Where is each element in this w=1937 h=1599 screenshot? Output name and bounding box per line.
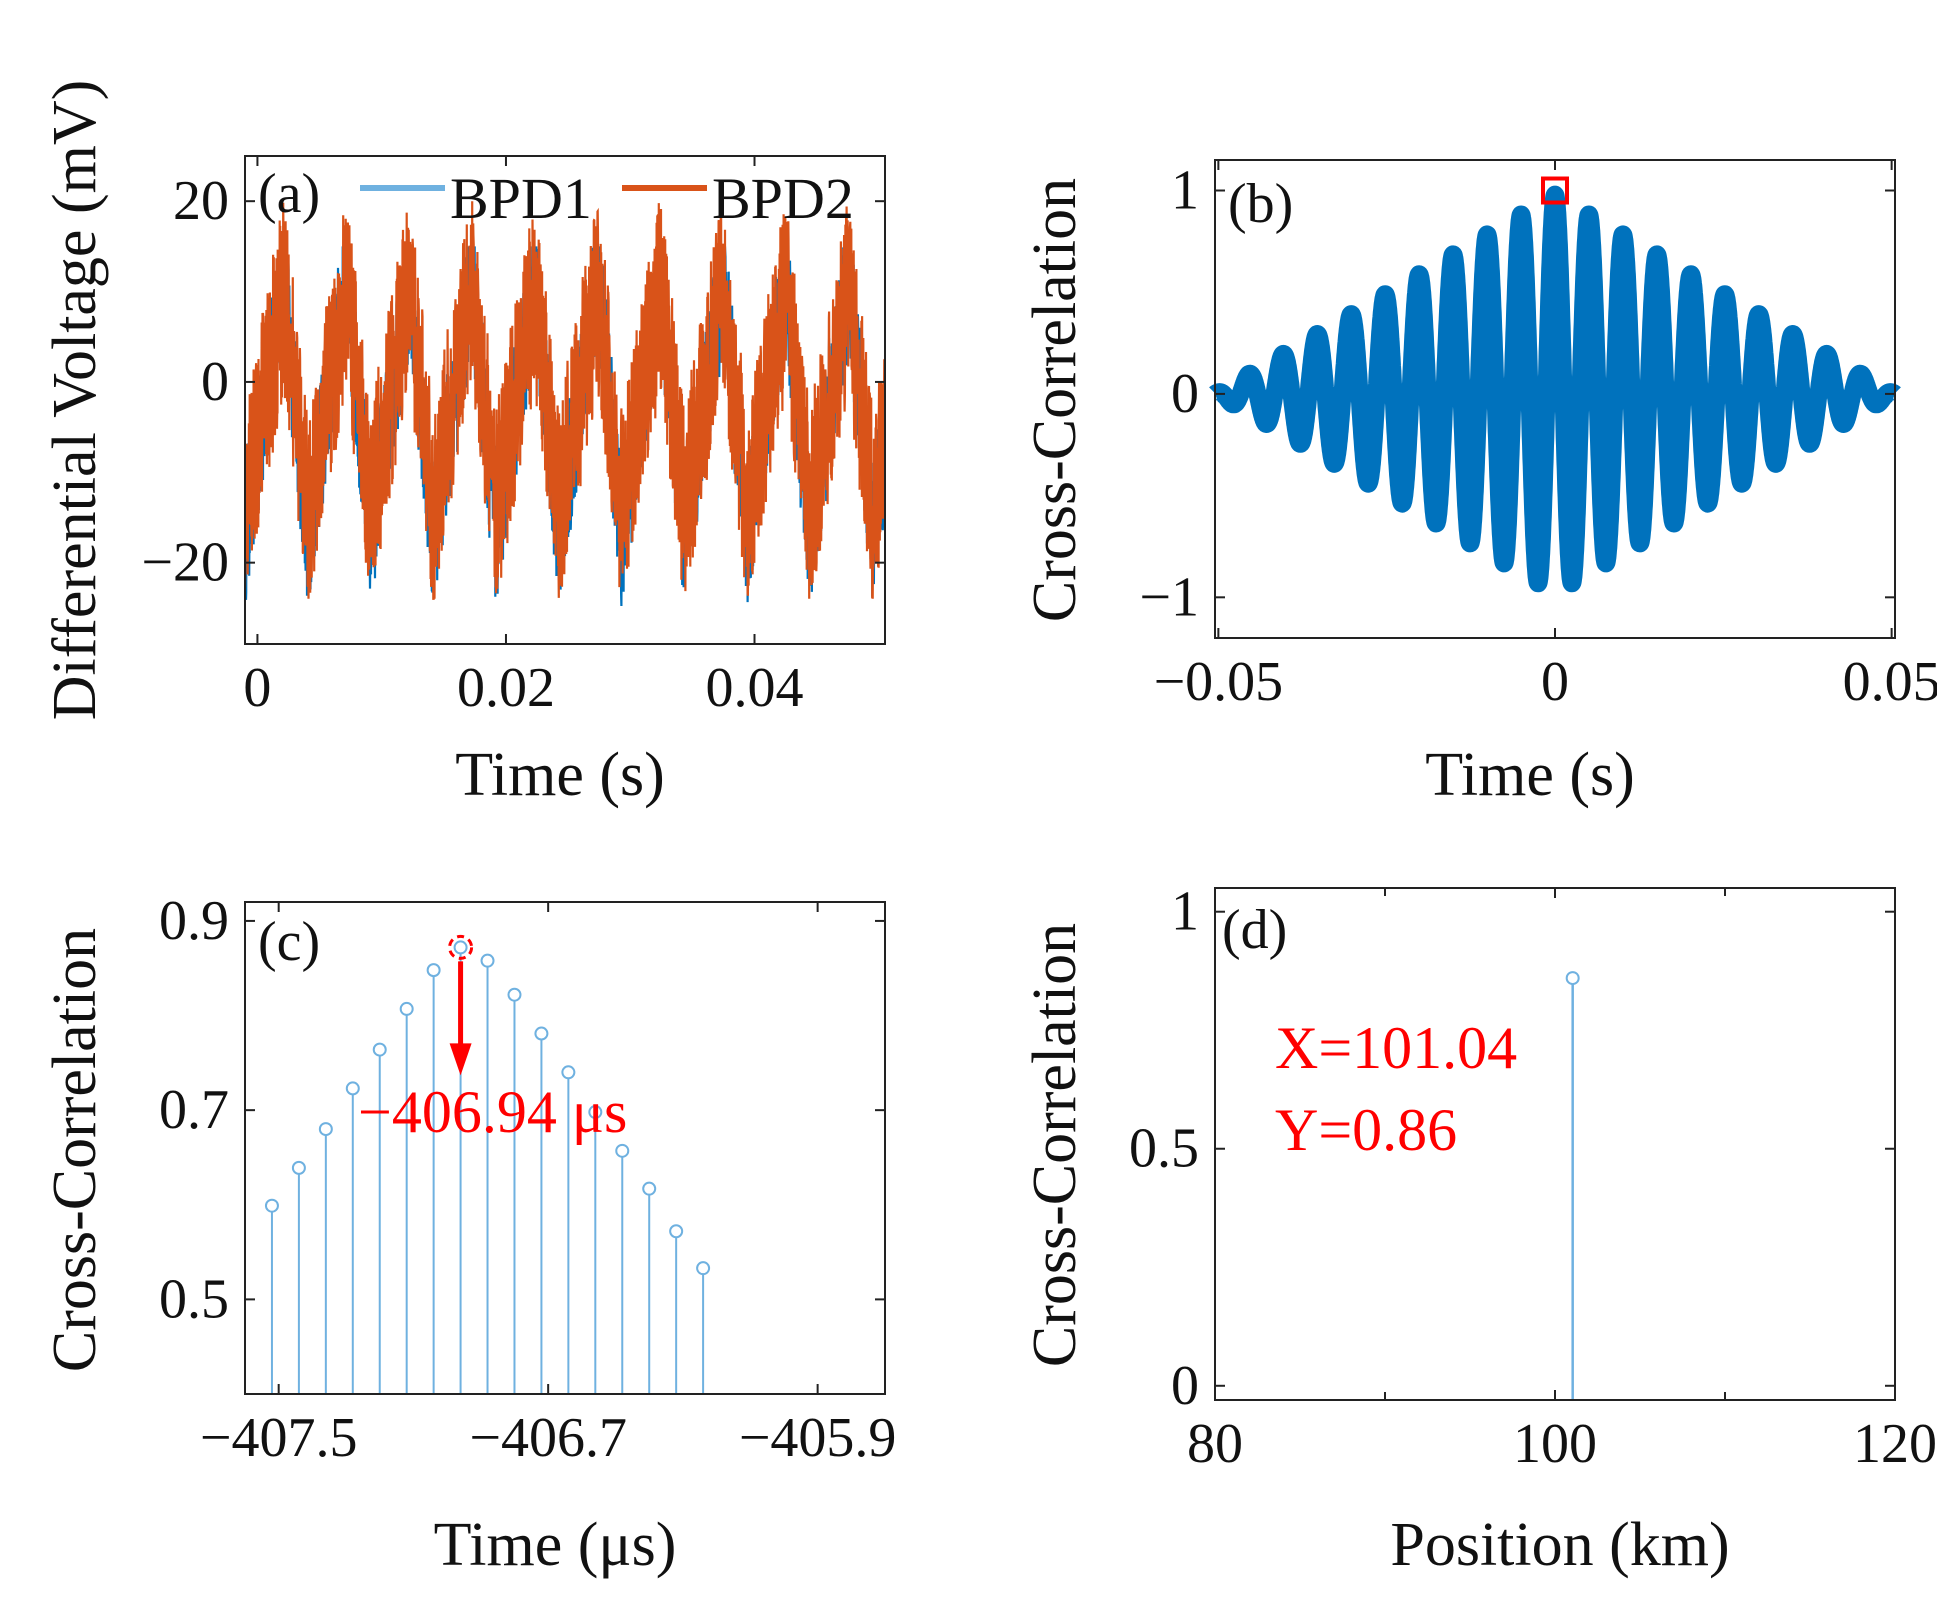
c-stem-marker — [372, 1042, 387, 1057]
c-x-axis-label: Time (μs) — [434, 1511, 677, 1579]
c-stem-marker — [399, 1001, 414, 1016]
b-y-tick-label: −1 — [1139, 566, 1199, 628]
c-stem-marker — [318, 1122, 333, 1137]
c-stem-marker — [588, 1105, 603, 1120]
d-stem-marker — [1565, 971, 1580, 986]
c-stem-marker — [345, 1081, 360, 1096]
d-y-axis-label: Cross-Correlation — [1021, 923, 1089, 1367]
c-y-tick-label: 0.9 — [159, 890, 229, 952]
c-stem-marker — [291, 1160, 306, 1175]
b-y-tick-label: 0 — [1171, 363, 1199, 425]
b-x-tick-label: 0 — [1541, 651, 1569, 713]
a-x-tick-label: 0 — [243, 657, 271, 719]
a-panel-label: (a) — [258, 163, 320, 225]
c-plot-data — [264, 940, 711, 1394]
b-peak-marker — [1541, 176, 1569, 205]
a-y-tick-label: −20 — [141, 532, 229, 594]
c-ticks: −407.5 −406.7 −405.9 0.9 0.7 0.5 — [159, 890, 896, 1469]
a-y-tick-label: 0 — [201, 351, 229, 413]
b-x-tick-label: −0.05 — [1154, 651, 1284, 713]
b-y-tick-label: 1 — [1171, 160, 1199, 222]
d-annotation-x: X=101.04 — [1275, 1015, 1517, 1081]
a-x-tick-label: 0.02 — [457, 657, 555, 719]
d-annotation-y: Y=0.86 — [1275, 1097, 1457, 1163]
a-ticks: 0 0.02 0.04 20 0 −20 — [141, 156, 885, 719]
a-plot-data — [245, 201, 885, 607]
c-y-tick-label: 0.7 — [159, 1079, 229, 1141]
c-stem-marker — [642, 1181, 657, 1196]
d-x-tick-label: 80 — [1187, 1413, 1243, 1475]
b-x-axis-label: Time (s) — [1425, 741, 1635, 809]
b-panel-label: (b) — [1228, 173, 1293, 235]
d-plot-data — [1565, 971, 1580, 1400]
panel-b-cross-correlation: −0.05 0 0.05 1 0 −1 (b) Time (s) Cross-Correl… — [1021, 159, 1937, 809]
d-x-axis-label: Position (km) — [1390, 1511, 1729, 1579]
d-x-tick-label: 120 — [1853, 1413, 1937, 1475]
b-plot-data — [1206, 176, 1904, 593]
c-y-tick-label: 0.5 — [159, 1268, 229, 1330]
b-series-cross-correlation — [1206, 185, 1904, 593]
panel-d-position: 80 100 120 1 0.5 0 (d) X=101.04 Y=0.86 Positi… — [1021, 881, 1937, 1579]
c-stem-marker — [615, 1143, 630, 1158]
panel-a-differential-voltage: 0 0.02 0.04 20 0 −20 (a) BPD1 BPD2 Time (s) D… — [41, 80, 886, 809]
c-peak-highlight — [448, 934, 474, 960]
b-x-tick-label: 0.05 — [1843, 651, 1937, 713]
a-series-bpd2 — [245, 201, 885, 600]
a-axes-frame — [244, 155, 886, 645]
c-annotation-text: −406.94 μs — [358, 1079, 627, 1145]
c-panel-label: (c) — [258, 911, 320, 973]
c-y-axis-label: Cross-Correlation — [41, 928, 109, 1372]
b-y-axis-label: Cross-Correlation — [1021, 178, 1089, 622]
a-y-axis-label: Differential Voltage (mV) — [41, 80, 109, 721]
d-panel-label: (d) — [1222, 899, 1287, 961]
d-y-tick-label: 0 — [1171, 1355, 1199, 1417]
c-stem-marker — [669, 1224, 684, 1239]
c-stem-marker — [264, 1198, 279, 1213]
d-ticks: 80 100 120 1 0.5 0 — [1129, 881, 1937, 1475]
c-stem-marker — [696, 1261, 711, 1276]
c-axes-frame — [244, 901, 886, 1395]
a-legend: BPD1 BPD2 — [360, 166, 854, 231]
c-stem-marker — [480, 953, 495, 968]
c-x-tick-label: −405.9 — [739, 1407, 897, 1469]
d-y-tick-label: 0.5 — [1129, 1118, 1199, 1180]
c-annotation: −406.94 μs — [358, 934, 627, 1145]
b-ticks: −0.05 0 0.05 1 0 −1 — [1139, 160, 1937, 713]
d-y-tick-label: 1 — [1171, 881, 1199, 943]
a-y-tick-label: 20 — [173, 170, 229, 232]
c-stem-marker — [426, 963, 441, 978]
c-stem-marker — [453, 940, 468, 955]
panel-c-peak-zoom: −407.5 −406.7 −405.9 0.9 0.7 0.5 (c) −406.94 … — [41, 890, 896, 1579]
d-x-tick-label: 100 — [1513, 1413, 1597, 1475]
a-legend-label-bpd2: BPD2 — [712, 166, 854, 231]
c-stem-marker — [561, 1065, 576, 1080]
a-x-tick-label: 0.04 — [706, 657, 804, 719]
c-stem-marker — [507, 987, 522, 1002]
c-arrow-head — [449, 1043, 472, 1076]
c-x-tick-label: −407.5 — [200, 1407, 358, 1469]
a-x-axis-label: Time (s) — [455, 741, 665, 809]
c-stem-marker — [534, 1026, 549, 1041]
c-x-tick-label: −406.7 — [469, 1407, 627, 1469]
a-legend-label-bpd1: BPD1 — [450, 166, 592, 231]
